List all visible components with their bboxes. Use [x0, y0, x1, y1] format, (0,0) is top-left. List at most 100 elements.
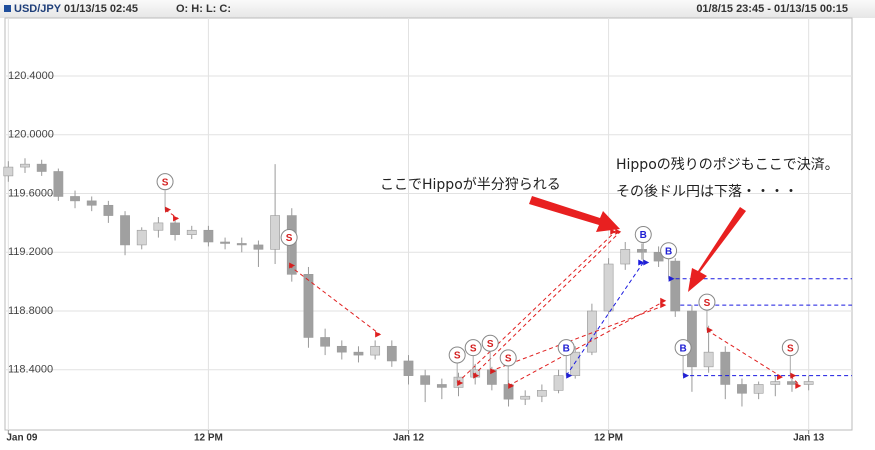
- signal-label: S: [470, 343, 477, 354]
- signal-entry: [473, 372, 480, 379]
- signal-label: S: [454, 351, 461, 362]
- candle-body: [136, 229, 147, 246]
- candle-body: [670, 260, 681, 312]
- trade-line: [706, 329, 783, 378]
- x-tick-label: Jan 09: [6, 433, 38, 444]
- signal-label: B: [563, 343, 570, 354]
- candle-body: [20, 163, 30, 168]
- signal-badge: [499, 349, 517, 367]
- signal-entry: [490, 368, 497, 375]
- candle-body: [770, 381, 781, 385]
- candle-body: [70, 196, 80, 202]
- trade-exit: [795, 382, 802, 389]
- candle-body: [36, 163, 47, 172]
- y-tick-label: 120.0000: [8, 129, 54, 141]
- signal-entry: [457, 379, 464, 386]
- y-tick-label: 119.2000: [8, 246, 53, 258]
- signal-badge: [481, 334, 499, 352]
- signal-badge: [634, 226, 652, 244]
- trade-exit: [660, 302, 667, 309]
- signal-entry: [643, 259, 650, 266]
- trade-exit: [776, 374, 783, 381]
- candle-body: [353, 351, 364, 356]
- header-range: 01/8/15 23:45 - 01/13/15 00:15: [696, 3, 848, 15]
- candle-body: [86, 200, 97, 206]
- signal-entry: [289, 262, 296, 269]
- candle-body: [370, 345, 381, 356]
- signal-entry: [706, 327, 713, 334]
- candle-body: [420, 375, 431, 385]
- candle-body: [386, 345, 397, 362]
- header-time: 01/13/15 02:45: [64, 3, 138, 15]
- signal-badge: [660, 242, 678, 260]
- signal-badge: [698, 293, 716, 311]
- candle-body: [103, 204, 114, 216]
- trade-line: [507, 300, 666, 387]
- candle-body: [687, 310, 697, 368]
- candle-body: [436, 384, 447, 388]
- candle-body: [336, 345, 347, 353]
- annotation: その後ドル円は下落・・・・: [616, 184, 798, 200]
- symbol: USD/JPY: [14, 3, 62, 15]
- candle-body: [403, 360, 414, 376]
- signal-label: S: [787, 343, 794, 354]
- x-tick-label: 12 PM: [194, 433, 223, 444]
- annotation: Hippoの残りのポジもここで決済。: [616, 157, 839, 173]
- trade-exit: [638, 259, 645, 266]
- trade-exit: [615, 228, 622, 235]
- candle-body: [3, 166, 14, 177]
- signal-entry: [668, 275, 675, 282]
- signal-label: B: [679, 343, 686, 354]
- signal-label: S: [487, 339, 494, 350]
- signal-label: S: [286, 233, 293, 244]
- candle-body: [787, 381, 797, 385]
- candle-body: [570, 351, 581, 376]
- candle-body: [803, 381, 814, 385]
- symbol-icon: [4, 5, 11, 12]
- trade-line: [565, 262, 644, 376]
- trade-line: [288, 265, 381, 335]
- candle-body: [236, 243, 247, 246]
- y-tick-label: 119.6000: [8, 187, 53, 199]
- x-tick-label: Jan 13: [793, 433, 825, 444]
- signal-entry: [683, 372, 690, 379]
- candle-body: [170, 222, 180, 235]
- candle-body: [553, 375, 564, 391]
- annotation: ここでHippoが半分狩られる: [380, 177, 561, 193]
- signal-badge: [448, 346, 466, 364]
- annotation-arrow: [529, 196, 620, 232]
- x-tick-label: 12 PM: [594, 433, 623, 444]
- y-tick-label: 118.4000: [8, 364, 53, 376]
- candle-body: [737, 384, 747, 394]
- candle-body: [703, 351, 714, 368]
- candle-body: [220, 241, 230, 244]
- ohlc-label: O: H: L: C:: [176, 3, 231, 15]
- trade-exit: [173, 215, 180, 222]
- candle-body: [203, 229, 214, 243]
- candle-body: [320, 337, 331, 347]
- signal-label: B: [665, 246, 672, 257]
- signal-label: B: [640, 230, 647, 241]
- signal-label: S: [704, 298, 711, 309]
- signal-badge: [280, 228, 298, 246]
- signal-badge: [156, 173, 174, 191]
- header-bar: [0, 0, 875, 18]
- candle-body: [720, 351, 731, 385]
- candle-body: [53, 171, 64, 197]
- candle-body: [536, 390, 547, 397]
- trade-exit: [660, 297, 667, 304]
- signal-badge: [674, 339, 692, 357]
- candle-body: [603, 263, 614, 312]
- candle-body: [520, 395, 531, 400]
- candle-body: [637, 249, 647, 253]
- trade-line: [472, 231, 621, 377]
- signal-entry: [566, 372, 573, 379]
- trade-exit: [375, 331, 382, 338]
- signal-label: S: [162, 177, 169, 188]
- y-tick-label: 120.4000: [8, 70, 54, 82]
- candle-body: [620, 249, 631, 265]
- signal-entry: [790, 372, 797, 379]
- candle-body: [153, 222, 164, 231]
